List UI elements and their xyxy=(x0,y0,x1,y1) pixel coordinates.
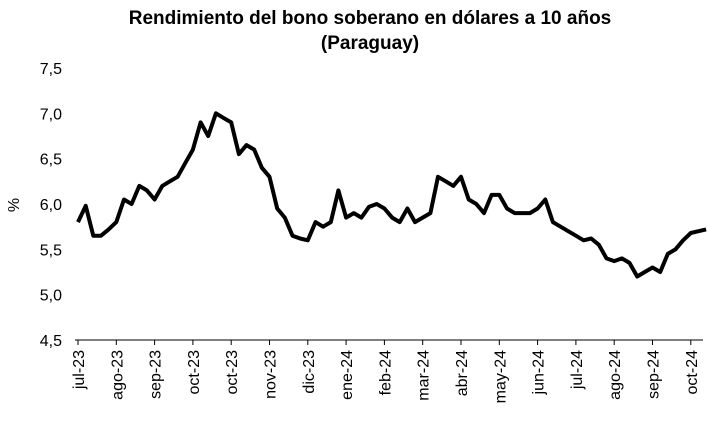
x-tick-label: feb-24 xyxy=(377,350,394,395)
x-tick-label: jul-24 xyxy=(569,350,586,390)
x-tick-label: oct-24 xyxy=(684,350,701,395)
y-tick-label: 7,0 xyxy=(40,106,62,123)
line-series xyxy=(76,111,707,279)
x-tick-label: mar-24 xyxy=(416,350,433,401)
x-tick-label: jul-23 xyxy=(71,350,88,390)
y-tick-label: 6,0 xyxy=(40,197,62,214)
x-tick-label: abr-24 xyxy=(454,350,471,396)
y-tick-label: 6,5 xyxy=(40,152,62,169)
x-tick-label: oct-23 xyxy=(186,350,203,395)
y-tick-label: 7,5 xyxy=(40,61,62,78)
y-tick-label: 5,5 xyxy=(40,242,62,259)
x-tick-label: may-24 xyxy=(492,350,509,403)
x-tick-label: ago-24 xyxy=(607,350,624,400)
x-tick-label: jun-24 xyxy=(531,350,548,396)
x-tick-label: sep-23 xyxy=(148,350,165,399)
x-tick-label: ene-24 xyxy=(339,350,356,400)
x-tick-label: sep-24 xyxy=(646,350,663,399)
x-tick-label: ago-23 xyxy=(109,350,126,400)
x-tick-label: nov-23 xyxy=(263,350,280,399)
x-tick-label: dic-23 xyxy=(301,350,318,394)
y-axis-label: % xyxy=(6,198,23,212)
y-tick-label: 4,5 xyxy=(40,333,62,350)
chart-title: Rendimiento del bono soberano en dólares… xyxy=(129,8,612,29)
x-tick-label: oct-23 xyxy=(224,350,241,395)
chart-title: (Paraguay) xyxy=(321,33,419,54)
y-tick-label: 5,0 xyxy=(40,288,62,305)
